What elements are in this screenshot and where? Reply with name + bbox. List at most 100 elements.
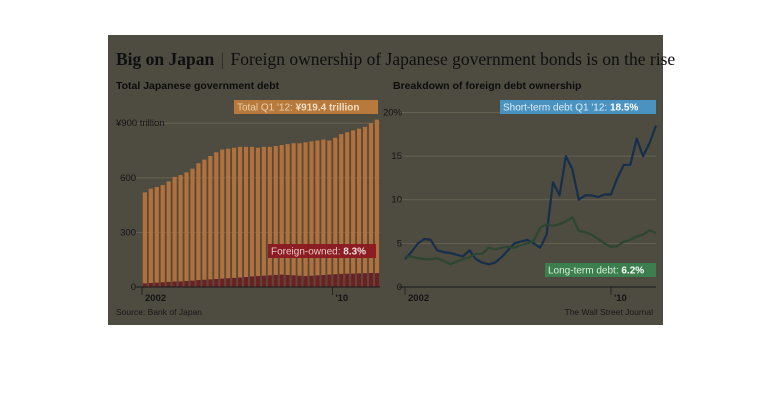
- left-y-tick-label: 600: [120, 173, 136, 184]
- total-debt-bar: [315, 140, 320, 287]
- right-y-tick-label: 10: [391, 195, 402, 206]
- left-x-tick-label: '10: [335, 293, 348, 304]
- total-debt-bar: [190, 168, 195, 287]
- foreign-owned-bar: [202, 279, 207, 287]
- right-panel-title: Breakdown of foreign debt ownership: [393, 80, 582, 92]
- headline-rest: Foreign ownership of Japanese government…: [230, 49, 676, 69]
- foreign-owned-bar: [368, 272, 374, 287]
- left-x-tick-label: 2002: [145, 293, 166, 304]
- foreign-owned-bar: [160, 282, 165, 287]
- foreign-owned-bar: [184, 280, 189, 287]
- foreign-owned-bar: [232, 277, 237, 287]
- total-debt-bar: [172, 176, 177, 287]
- total-callout-box: [234, 100, 378, 114]
- total-debt-bar: [220, 149, 225, 287]
- short-term-callout-text: Short-term debt Q1 '12: 18.5%: [503, 103, 638, 114]
- foreign-owned-bar: [279, 274, 284, 287]
- foreign-owned-bar: [196, 280, 201, 287]
- total-callout-label: Total Q1 '12:: [237, 103, 296, 114]
- foreign-owned-bar: [327, 274, 332, 287]
- foreign-owned-bar: [190, 280, 195, 287]
- long-term-callout-box: [545, 263, 656, 277]
- headline: Big on Japan | Foreign ownership of Japa…: [116, 49, 675, 69]
- total-debt-bar: [196, 163, 201, 287]
- total-debt-bar: [255, 147, 260, 287]
- foreign-owned-bar: [172, 281, 177, 287]
- right-y-tick-label: 20%: [383, 107, 403, 118]
- foreign-owned-bar: [154, 282, 159, 287]
- total-debt-bar: [357, 128, 362, 287]
- total-debt-bar: [148, 188, 153, 287]
- right-x-tick-label: 2002: [408, 293, 429, 304]
- foreign-owned-bar: [351, 273, 356, 287]
- foreign-callout-box: [268, 244, 376, 258]
- foreign-owned-bar: [238, 277, 243, 287]
- foreign-owned-bar: [315, 275, 320, 287]
- headline-bold: Big on Japan: [116, 49, 215, 69]
- total-debt-bar: [208, 155, 213, 287]
- total-debt-bar: [243, 146, 249, 287]
- total-debt-bar: [184, 172, 189, 287]
- foreign-owned-bar: [142, 283, 147, 287]
- total-debt-bar: [279, 145, 284, 287]
- foreign-owned-bar: [220, 278, 225, 287]
- total-debt-bar: [291, 143, 296, 287]
- long-term-debt-line: [405, 216, 657, 266]
- total-debt-bar: [232, 147, 237, 287]
- total-callout-value: ¥919.4 trillion: [296, 103, 360, 114]
- total-debt-bar: [166, 181, 171, 287]
- foreign-owned-bar: [267, 275, 272, 287]
- total-debt-bar: [339, 134, 344, 287]
- total-debt-bar: [249, 146, 255, 287]
- foreign-owned-bar: [297, 275, 302, 287]
- total-debt-bar: [214, 152, 219, 287]
- total-debt-bar: [345, 132, 350, 287]
- left-y-tick-label: ¥900 trillion: [115, 118, 165, 129]
- total-callout-text: Total Q1 '12: ¥919.4 trillion: [237, 103, 360, 114]
- total-debt-bar: [202, 159, 207, 287]
- foreign-owned-bar: [291, 275, 296, 287]
- total-debt-bar: [226, 148, 231, 287]
- credit-note: The Wall Street Journal: [564, 307, 654, 317]
- total-debt-bar: [303, 142, 308, 287]
- total-debt-bar: [362, 126, 368, 287]
- long-term-callout-text: Long-term debt: 6.2%: [548, 266, 644, 277]
- headline-separator: |: [220, 49, 225, 69]
- foreign-owned-bar: [345, 273, 350, 287]
- total-debt-bar: [327, 140, 332, 287]
- left-y-tick-label: 300: [120, 227, 136, 238]
- left-panel-title: Total Japanese government debt: [116, 80, 280, 92]
- foreign-owned-bar: [255, 276, 260, 287]
- total-debt-bar: [285, 144, 290, 287]
- total-debt-bar: [267, 146, 272, 287]
- long-term-callout-label: Long-term debt:: [548, 266, 621, 277]
- total-debt-bar: [178, 175, 183, 287]
- total-debt-bar: [309, 141, 314, 287]
- chart-graphic: Big on Japan | Foreign ownership of Japa…: [108, 35, 675, 325]
- foreign-owned-bar: [309, 275, 314, 287]
- right-x-tick-label: '10: [614, 293, 627, 304]
- short-term-callout-value: 18.5%: [610, 103, 638, 114]
- foreign-owned-bar: [243, 276, 249, 287]
- foreign-owned-bar: [273, 274, 278, 287]
- foreign-owned-bar: [374, 273, 379, 287]
- foreign-callout-value: 8.3%: [343, 247, 366, 258]
- foreign-owned-bar: [178, 281, 183, 287]
- total-debt-bar: [374, 119, 379, 288]
- foreign-owned-bar: [333, 274, 338, 287]
- charts-svg: 0 300 600 ¥900 trillion 2002 '10 Total Q1 '12:…: [115, 100, 658, 304]
- total-debt-bar: [160, 185, 165, 287]
- foreign-owned-bar: [339, 273, 344, 287]
- foreign-owned-bar: [208, 279, 213, 287]
- foreign-owned-bar: [148, 282, 153, 287]
- foreign-owned-bar: [285, 274, 290, 287]
- foreign-owned-bar: [357, 273, 362, 287]
- total-debt-bar: [297, 143, 302, 287]
- foreign-owned-bar: [214, 278, 219, 287]
- total-debt-bar: [238, 146, 243, 287]
- foreign-owned-bar: [303, 276, 308, 287]
- total-debt-bar: [351, 130, 356, 287]
- short-term-callout-label: Short-term debt Q1 '12:: [503, 103, 610, 114]
- total-debt-bar: [368, 123, 374, 287]
- foreign-owned-bar: [249, 276, 255, 287]
